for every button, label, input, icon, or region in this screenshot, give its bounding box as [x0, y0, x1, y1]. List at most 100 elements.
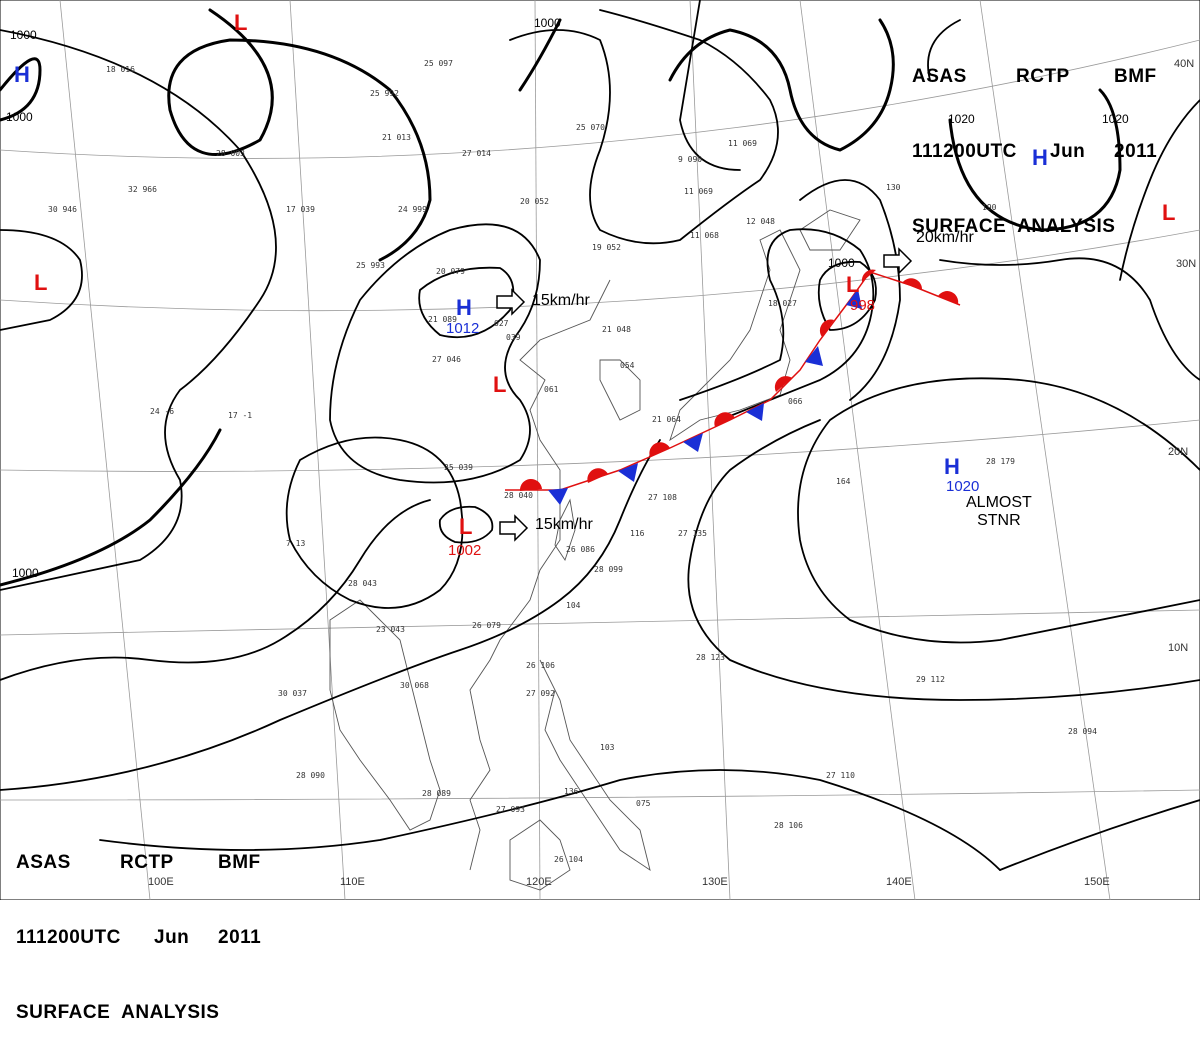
isobar: [99, 769, 1001, 871]
station-plot: 26 106: [526, 661, 555, 670]
lon-label: 150E: [1084, 876, 1110, 888]
isobar: [799, 179, 901, 401]
motion-arrow: [883, 247, 913, 275]
low-pressure-symbol: L: [34, 270, 48, 295]
low-pressure-symbol: L: [493, 372, 507, 397]
isobar: [999, 799, 1200, 871]
station-plot: 27 110: [826, 771, 855, 780]
header-year: 2011: [1114, 141, 1158, 162]
station-plot: 9 090: [678, 155, 703, 164]
station-plot: 25 993: [356, 261, 385, 270]
station-plot: 27 093: [496, 805, 525, 814]
low-pressure-symbol: L: [234, 10, 248, 35]
station-plot: 25 039: [444, 463, 473, 472]
station-plot: 21 064: [652, 415, 681, 424]
high-pressure-symbol: H: [456, 295, 472, 320]
station-plot: 28 003: [216, 149, 245, 158]
station-plot: 21 089: [428, 315, 457, 324]
station-plot: 26 079: [472, 621, 501, 630]
station-plot: 32 966: [128, 185, 157, 194]
front-stationary: [505, 269, 961, 505]
isobar: [939, 257, 1200, 381]
isobar-label: 1000: [828, 256, 855, 270]
high-pressure-symbol: H: [14, 62, 30, 87]
station-plot: 30 946: [48, 205, 77, 214]
header-title: SURFACE ANALYSIS: [16, 1002, 220, 1023]
coast-hokkaido: [799, 209, 861, 251]
high-pressure-value: 1020: [946, 478, 980, 495]
station-plot: 116: [630, 529, 645, 538]
motion-arrow: [496, 288, 526, 316]
chart-header-bottom-left: ASAS RCTP BMF 111200UTC Jun 2011 SURFACE ANA…: [16, 800, 261, 1050]
station-plot: 28 179: [986, 457, 1015, 466]
isobar: [1119, 99, 1200, 281]
coast-indochina: [329, 599, 441, 831]
lon-label: 110E: [340, 876, 365, 888]
lon-line-140e: [799, 0, 916, 900]
lon-label: 140E: [886, 876, 912, 888]
system-motion-label: 15km/hr: [535, 516, 593, 533]
station-plot: 28 094: [1068, 727, 1097, 736]
station-plot: 28 090: [296, 771, 325, 780]
station-plot: 18 016: [106, 65, 135, 74]
station-plot: 066: [788, 397, 803, 406]
station-plot: 23 043: [376, 625, 405, 634]
station-plot: 25 070: [576, 123, 605, 132]
lat-line-40n: [0, 39, 1200, 159]
header-office: RCTP: [120, 852, 174, 873]
header-agency: ASAS: [16, 852, 71, 873]
station-plot: 11 069: [684, 187, 713, 196]
station-plot: 30 068: [400, 681, 429, 690]
station-plot: 054: [620, 361, 635, 370]
isobar: [0, 439, 661, 791]
station-plot: 12 048: [746, 217, 775, 226]
isobar: [0, 428, 222, 587]
station-plot: 28 043: [348, 579, 377, 588]
isobar-label: 1020: [948, 112, 975, 126]
station-plot: 190: [982, 203, 997, 212]
coast-china: [469, 279, 611, 871]
station-plot: 24 999: [398, 205, 427, 214]
isobar: [0, 229, 83, 331]
header-time: 111200UTC: [16, 927, 121, 948]
coast-korea: [599, 359, 641, 421]
coast-borneo: [509, 819, 571, 891]
surface-analysis-map: [0, 0, 1200, 900]
station-plot: 18 027: [768, 299, 797, 308]
system-motion-label: 20km/hr: [916, 229, 974, 246]
isobar: [329, 223, 541, 484]
station-plot: 136: [564, 787, 579, 796]
high-pressure-symbol: H: [944, 454, 960, 479]
isobar-label: 1020: [1102, 112, 1129, 126]
lon-line-120e: [534, 0, 541, 900]
station-plot: 130: [886, 183, 901, 192]
station-plot: 30 037: [278, 689, 307, 698]
station-plot: 21 013: [382, 133, 411, 142]
station-plot: 28 089: [422, 789, 451, 798]
station-plot: 039: [506, 333, 521, 342]
station-plot: 27 014: [462, 149, 491, 158]
station-plot: 24 -6: [150, 407, 175, 416]
isobar: [817, 260, 877, 331]
station-plot: 26 086: [566, 545, 595, 554]
station-plot: 027: [494, 319, 509, 328]
isobar: [687, 419, 1200, 701]
station-plot: 7 13: [286, 539, 306, 548]
lon-label: 100E: [148, 876, 174, 888]
isobar-label: 1000: [12, 566, 39, 580]
header-type: BMF: [1114, 66, 1157, 87]
coast-philippines: [539, 659, 651, 872]
station-plot: 11 069: [728, 139, 757, 148]
station-plot: 104: [566, 601, 581, 610]
header-month: Jun: [154, 927, 190, 948]
isobar: [668, 18, 895, 152]
isobar: [0, 29, 277, 591]
header-year: 2011: [218, 927, 262, 948]
warm-front-semicircles: [519, 269, 959, 491]
low-pressure-symbol: L: [459, 514, 473, 539]
lat-label: 20N: [1168, 446, 1189, 458]
station-plot: 25 097: [424, 59, 453, 68]
lat-label: 10N: [1168, 642, 1189, 654]
header-title: SURFACE ANALYSIS: [912, 216, 1116, 237]
station-plot: 28 040: [504, 491, 533, 500]
